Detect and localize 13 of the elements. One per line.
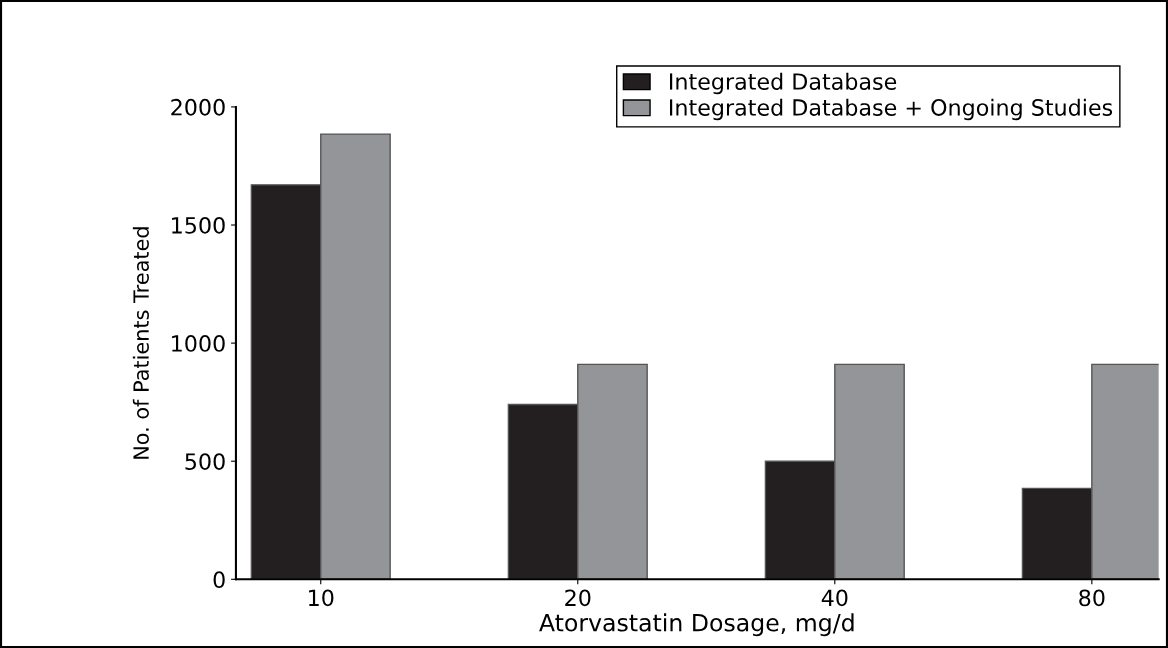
y-tick-label: 0 — [213, 571, 225, 589]
x-tick-label: 40 — [821, 589, 848, 607]
y-tick-label: 1000 — [172, 335, 225, 352]
x-tick-label: 20 — [565, 589, 591, 607]
x-tick-label: 80 — [1079, 589, 1105, 607]
y-tick-label: 2000 — [171, 98, 225, 116]
legend-label: Integrated Database — [670, 72, 897, 95]
y-tick-label: 1500 — [172, 216, 225, 234]
legend-label: Integrated Database + Ongoing Studies — [670, 98, 1113, 121]
y-axis-title: No. of Patients Treated — [132, 227, 149, 459]
y-tick-label: 500 — [185, 453, 225, 470]
x-tick-label: 10 — [309, 589, 334, 607]
x-axis-title: Atorvastatin Dosage, mg/d — [539, 613, 854, 637]
